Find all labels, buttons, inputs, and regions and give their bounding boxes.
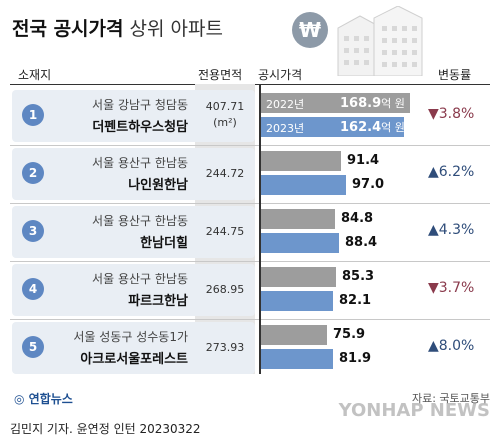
- bar-value-label: 84.8: [341, 211, 374, 226]
- apartment-name: 아크로서울포레스트: [80, 352, 188, 367]
- bar-value-label: 162.4억 원: [340, 120, 405, 135]
- location-label: 서울 용산구 한남동: [92, 272, 188, 286]
- area-unit: (m²): [213, 116, 237, 129]
- area-value: 273.93: [205, 341, 245, 354]
- credit-line: 김민지 기자. 윤연정 인턴 20230322: [10, 422, 201, 436]
- bar-value-label: 97.0: [352, 177, 385, 192]
- row-divider: [10, 145, 490, 146]
- bar-value-label: 91.4: [347, 153, 380, 168]
- bar-year-label: 2022년: [266, 98, 305, 111]
- bar-value-label: 168.9억 원: [340, 96, 405, 111]
- row-background: [12, 206, 255, 258]
- rank-badge: 1: [22, 104, 44, 126]
- row-background: [12, 322, 255, 374]
- area-value: 244.72: [205, 167, 245, 180]
- bar-2023: [260, 233, 339, 253]
- rank-badge: 3: [22, 220, 44, 242]
- bar-value-label: 81.9: [339, 351, 372, 366]
- row-divider: [10, 319, 490, 320]
- won-icon: ₩: [292, 12, 328, 48]
- bar-2023: [260, 175, 346, 195]
- bar-2022: [260, 151, 341, 171]
- bar-2023: [260, 117, 404, 137]
- logo-text: 연합뉴스: [28, 392, 73, 406]
- location-label: 서울 용산구 한남동: [92, 156, 188, 170]
- bar-2022: [260, 325, 327, 345]
- bar-value-label: 88.4: [345, 235, 378, 250]
- location-label: 서울 성동구 성수동1가: [73, 330, 188, 344]
- row-divider: [10, 203, 490, 204]
- area-value: 268.95: [205, 283, 245, 296]
- bar-2022: [260, 267, 336, 287]
- change-value: ▲4.3%: [428, 222, 475, 238]
- rank-badge: 4: [22, 278, 44, 300]
- bar-year-label: 2023년: [266, 122, 305, 135]
- bar-value-label: 82.1: [339, 293, 372, 308]
- source-note: 자료: 국토교통부: [411, 392, 490, 405]
- bar-2022: [260, 93, 410, 113]
- change-value: ▼3.8%: [428, 106, 475, 122]
- rank-badge: 2: [22, 162, 44, 184]
- change-value: ▼3.7%: [428, 280, 475, 296]
- buildings-illustration: [337, 6, 423, 76]
- header-change: 변동률: [438, 68, 472, 82]
- row-background: [12, 148, 255, 200]
- header-area: 전용면적: [198, 68, 243, 82]
- rank-badge: 5: [22, 336, 44, 358]
- location-label: 서울 용산구 한남동: [92, 214, 188, 228]
- apartment-name: 나인원한남: [128, 178, 188, 193]
- bar-value-label: 85.3: [342, 269, 375, 284]
- change-value: ▲8.0%: [428, 338, 475, 354]
- row-divider: [10, 261, 490, 262]
- title-rest: 상위 아파트: [129, 18, 223, 40]
- header-price: 공시가격: [258, 68, 303, 82]
- row-background: [12, 90, 255, 142]
- area-value: 407.71: [205, 100, 245, 113]
- title-bold: 전국 공시가격: [12, 18, 124, 40]
- apartment-name: 한남더힐: [140, 236, 188, 251]
- header-location: 소재지: [18, 68, 52, 82]
- bar-2023: [260, 349, 333, 369]
- bar-value-label: 75.9: [333, 327, 366, 342]
- page-title: 전국 공시가격 상위 아파트: [12, 14, 223, 41]
- location-label: 서울 강남구 청담동: [92, 98, 188, 112]
- apartment-name: 파르크한남: [128, 294, 188, 309]
- bar-axis: [259, 84, 261, 374]
- watermark: YONHAP NEWS: [338, 400, 490, 421]
- bar-2023: [260, 291, 333, 311]
- row-background: [12, 264, 255, 316]
- yonhap-logo: ◎ 연합뉴스: [14, 392, 73, 406]
- bar-2022: [260, 209, 335, 229]
- area-value: 244.75: [205, 225, 245, 238]
- apartment-name: 더펜트하우스청담: [92, 120, 188, 135]
- change-value: ▲6.2%: [428, 164, 475, 180]
